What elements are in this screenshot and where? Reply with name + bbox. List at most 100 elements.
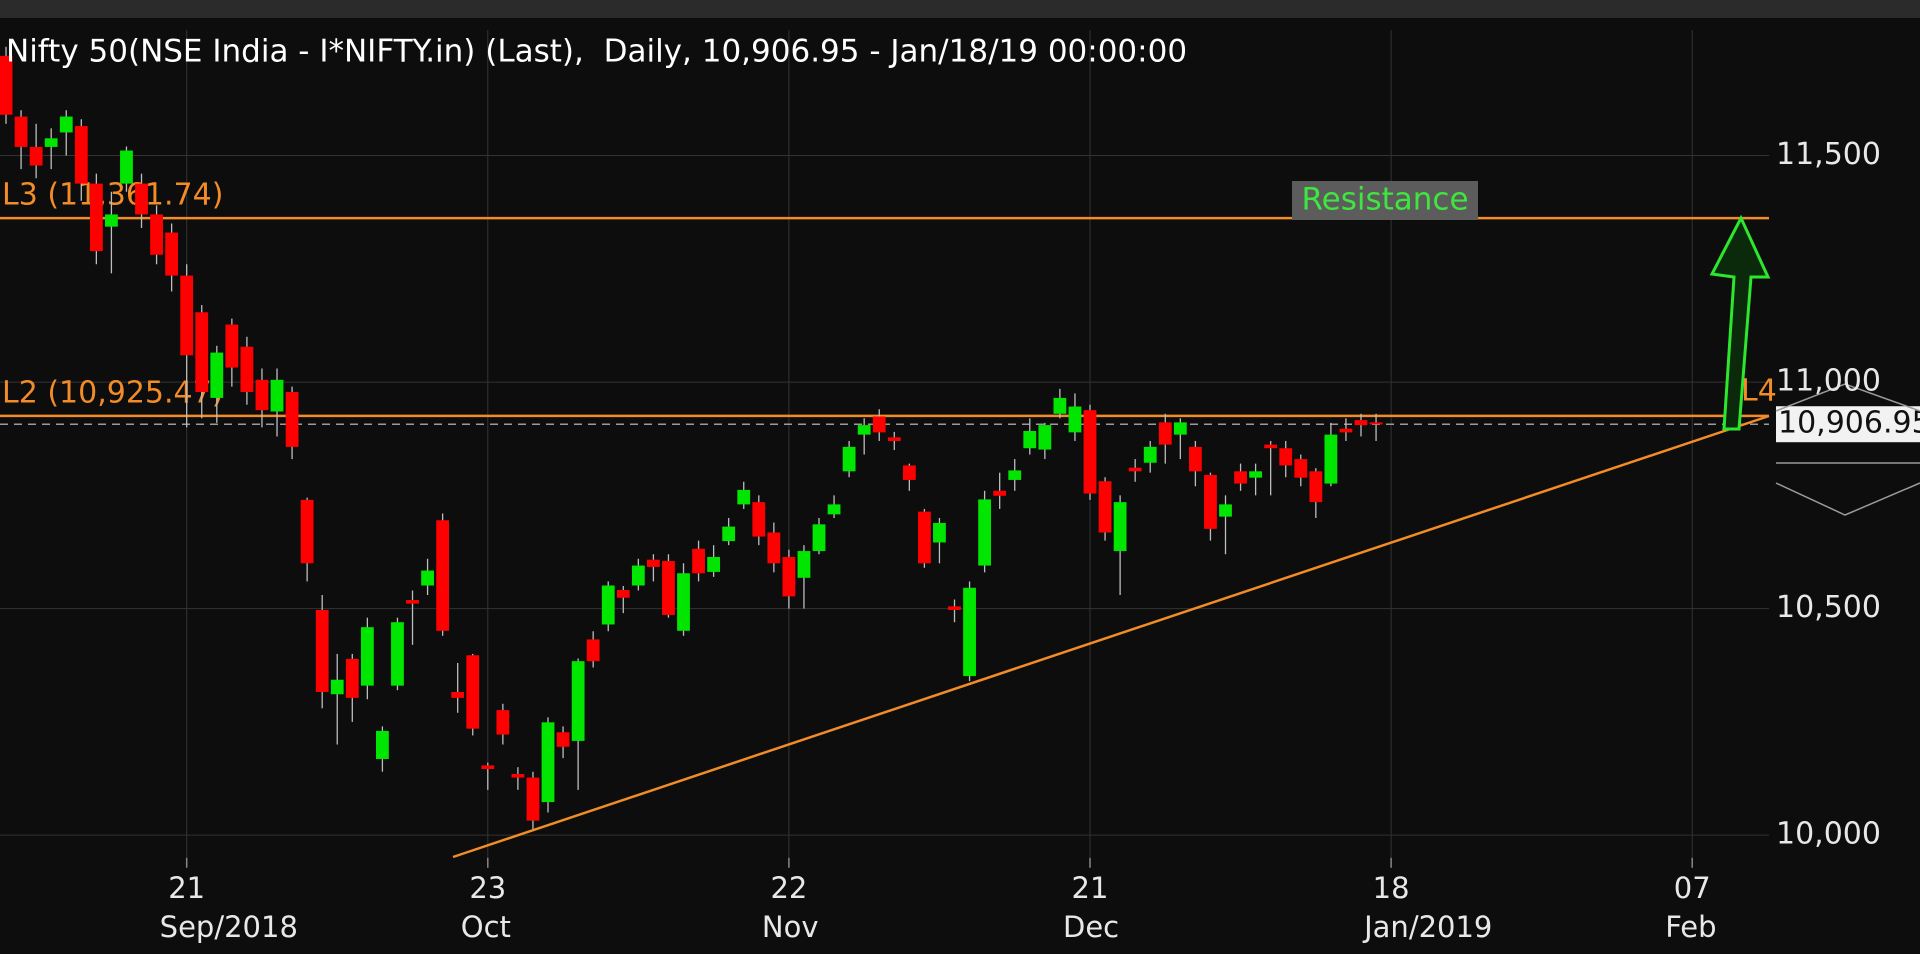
candle-body [842, 446, 856, 472]
candle-body [1068, 406, 1082, 433]
candle-body [330, 679, 344, 695]
candle-body [692, 548, 705, 574]
candle-body [376, 730, 389, 760]
x-tick-period: Jan/2019 [1362, 910, 1492, 944]
candles [0, 46, 1383, 831]
candle-body [1038, 425, 1052, 450]
candle-body [647, 559, 660, 567]
candle-body [1309, 471, 1323, 503]
candle-body [722, 526, 736, 542]
x-tick-label: 21 [168, 871, 205, 905]
candle-body [1249, 471, 1263, 478]
candle-body [1053, 397, 1067, 414]
candle-body [511, 773, 525, 778]
candle-body [1219, 504, 1232, 517]
up-arrow [1709, 214, 1771, 431]
candle-body [240, 346, 254, 393]
candle-body [541, 722, 555, 803]
candle-body [345, 658, 359, 698]
y-tick-label: 10,500 [1776, 590, 1881, 625]
candle-body [917, 511, 931, 564]
x-tick-label: 18 [1373, 871, 1410, 905]
candle-body [526, 777, 540, 821]
candle-body [677, 573, 690, 631]
candle-body [195, 312, 209, 393]
candle-body [0, 55, 13, 115]
candle-body [14, 116, 28, 147]
candle-body [421, 570, 434, 586]
last-price-box [1776, 406, 1920, 443]
candle-body [737, 489, 751, 505]
candle-body [1008, 470, 1022, 480]
grid [0, 30, 1769, 868]
candle-body [707, 556, 721, 572]
x-tick-period: Sep/2018 [160, 910, 298, 944]
candle-body [300, 499, 314, 564]
candle-body [827, 504, 841, 515]
y-tick-label: 11,500 [1776, 137, 1881, 172]
y-axis: 10,000 10,500 11,000 11,500 [1776, 137, 1881, 852]
candle-body [466, 655, 480, 729]
candle-body [857, 425, 871, 435]
candle-body [210, 352, 224, 398]
candle-body [631, 565, 645, 586]
candle-body [451, 691, 465, 698]
y-tick-label: 11,000 [1776, 364, 1881, 399]
x-tick-label: 22 [770, 871, 807, 905]
candle-body [360, 627, 374, 686]
candle-body [571, 661, 585, 741]
top-bar [0, 0, 1920, 18]
candle-body [1083, 410, 1097, 494]
candle-body [963, 587, 976, 677]
level-label: L3 (11,361.74) [2, 178, 223, 213]
candle-body [616, 590, 630, 598]
candle-body [1339, 428, 1353, 433]
candle-body [270, 379, 284, 412]
candle-body [782, 556, 796, 597]
candle-body [586, 639, 600, 662]
scale-handle [1775, 482, 1920, 516]
candle-body [1354, 420, 1368, 426]
candle-body [74, 126, 88, 184]
x-tick-label: 21 [1072, 871, 1109, 905]
candle-body [481, 765, 495, 769]
candle-body [165, 232, 179, 276]
candle-body [1279, 448, 1293, 466]
candle-body [978, 499, 992, 566]
candle-body [44, 138, 58, 147]
candle-body [902, 465, 916, 480]
candle-body [872, 416, 886, 433]
candle-body [59, 116, 73, 133]
x-axis: 21 Sep/2018 23 Oct 22 Nov 21 Dec 18 Jan/2019 07 Feb [160, 871, 1717, 944]
candle-body [406, 599, 419, 604]
candle-body [1264, 444, 1278, 449]
candle-body [1023, 430, 1037, 449]
candle-body [1234, 471, 1247, 484]
x-tick-period: Nov [762, 910, 819, 944]
candle-body [1204, 474, 1217, 529]
candle-body [1324, 434, 1338, 484]
candle-body [752, 502, 766, 537]
candle-body [1128, 467, 1142, 472]
candle-body [601, 585, 615, 625]
level-label: L4 [1741, 374, 1777, 409]
candle-body [150, 214, 163, 255]
candle-body [887, 437, 901, 441]
candle-body [662, 561, 675, 615]
scale-handle [1775, 383, 1920, 412]
level-label: L2 (10,925.47) [2, 375, 223, 410]
candle-body [1369, 422, 1383, 425]
x-tick-period: Oct [461, 910, 511, 944]
annotation: Resistance [1301, 182, 1468, 218]
candle-body [315, 609, 329, 692]
last-price-label: 10,906.95 [1778, 406, 1920, 441]
candle-body [1173, 422, 1187, 435]
candle-body [1143, 446, 1157, 463]
x-tick-period: Dec [1063, 910, 1119, 944]
candle-body [767, 532, 781, 564]
candle-body [180, 275, 194, 356]
x-tick-period: Feb [1665, 910, 1716, 944]
candle-body [948, 606, 961, 610]
